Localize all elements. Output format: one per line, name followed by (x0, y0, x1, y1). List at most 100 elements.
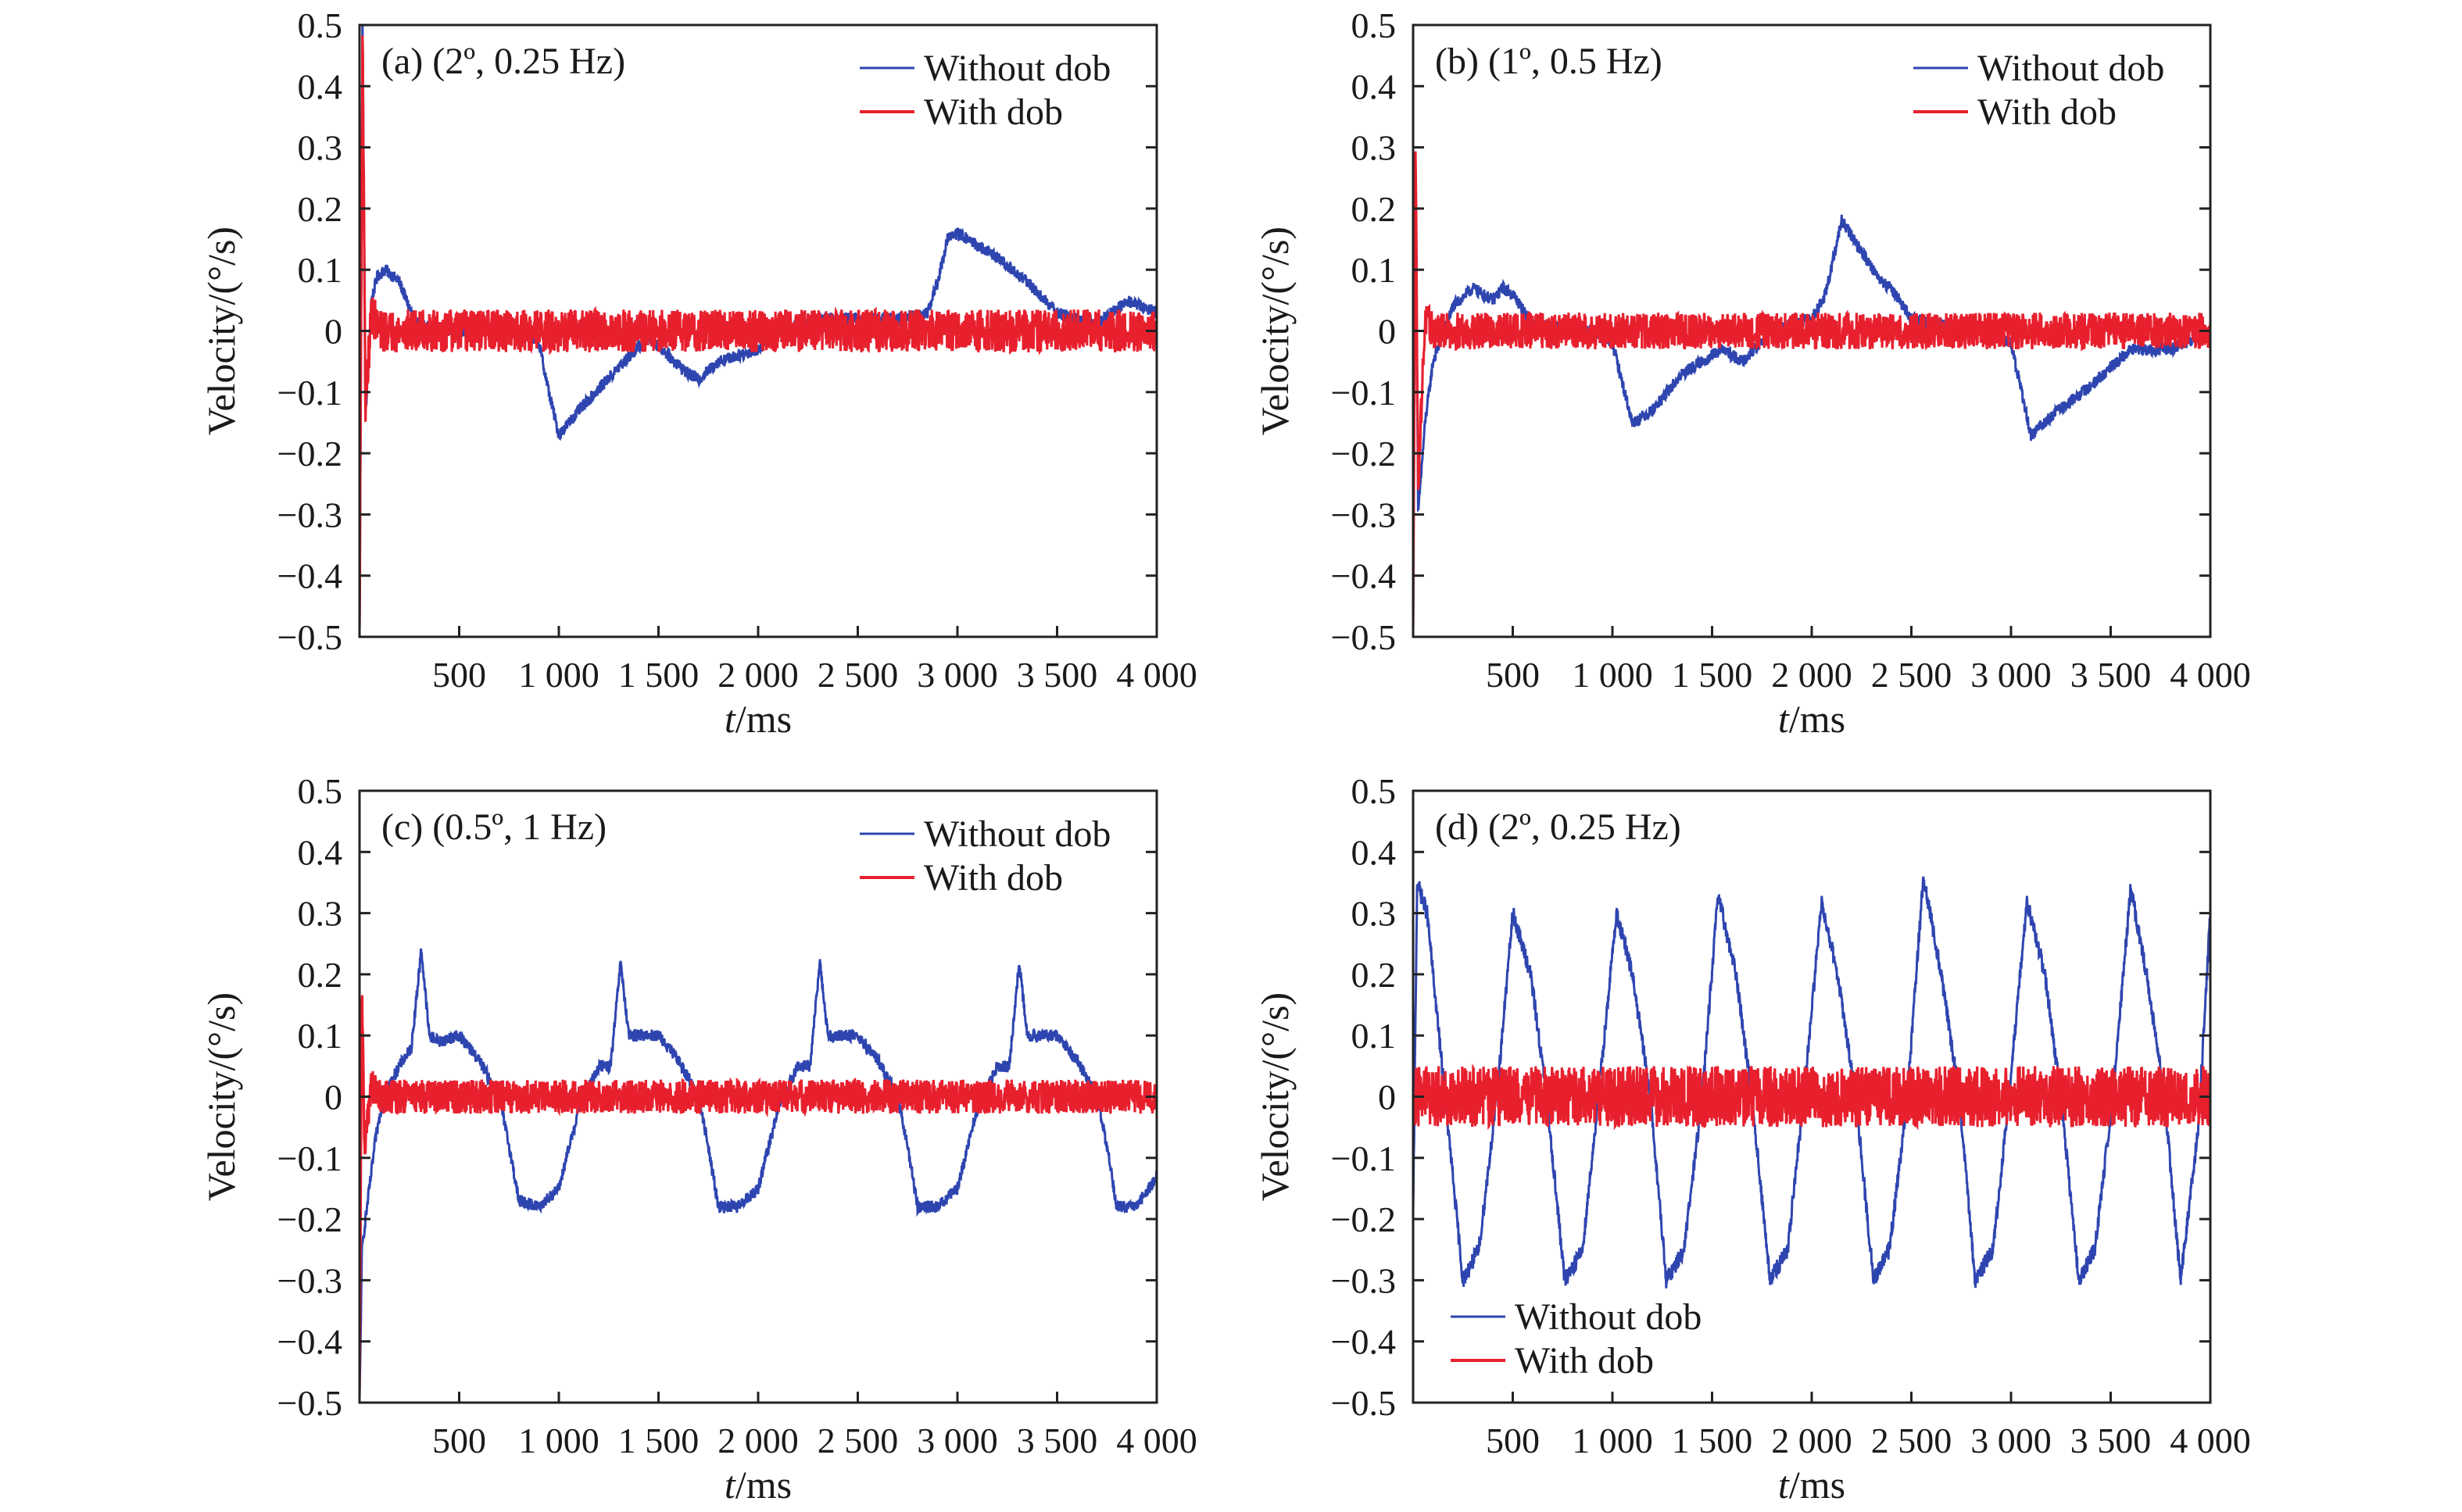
y-axis-title: Velocity/(°/s) (199, 227, 243, 435)
y-tick-label: −0.5 (1331, 1383, 1396, 1423)
y-tick-label: −0.2 (1331, 1199, 1396, 1239)
x-tick-label: 2 000 (1771, 655, 1852, 695)
y-tick-label: 0.1 (298, 250, 343, 290)
y-tick-label: −0.1 (1331, 373, 1396, 413)
y-tick-label: 0 (324, 1078, 342, 1117)
legend-label: Without dob (1977, 48, 2164, 89)
y-tick-label: −0.3 (277, 495, 342, 534)
panel-c: 0.5 0.4 0.3 0.2 0.1 0 −0.1 −0.2 −0.3 −0.4 −0.5 500 1… (199, 771, 1197, 1507)
series-line-with-dob (1413, 1063, 2210, 1131)
x-tick-label: 4 000 (2170, 655, 2251, 695)
x-tick-label: 4 000 (2170, 1421, 2251, 1460)
panel-label: (b) (1º, 0.5 Hz) (1435, 41, 1662, 82)
x-tick-label: 3 000 (1970, 1421, 2052, 1460)
y-tick-label: 0.4 (298, 66, 343, 106)
x-tick-label: 3 500 (2070, 655, 2152, 695)
x-tick-label: 500 (432, 1421, 486, 1460)
x-axis-title: t/ms (1778, 697, 1845, 741)
x-tick-label: 2 500 (1871, 655, 1952, 695)
x-tick-label: 1 000 (1572, 655, 1653, 695)
x-tick-label: 3 500 (2070, 1421, 2152, 1460)
x-tick-label: 4 000 (1116, 1421, 1197, 1460)
y-axis-title: Velocity/(°/s) (1253, 992, 1297, 1201)
x-tick-label: 2 500 (1871, 1421, 1952, 1460)
x-tick-label: 2 000 (717, 1421, 799, 1460)
y-tick-label: −0.4 (277, 556, 342, 596)
y-tick-label: 0.3 (1351, 894, 1397, 934)
y-tick-label: −0.5 (1331, 617, 1396, 657)
y-tick-label: −0.1 (277, 373, 342, 413)
y-tick-label: −0.4 (277, 1322, 342, 1362)
series-line-with-dob (1413, 151, 2210, 627)
y-axis-title: Velocity/(°/s) (1253, 227, 1297, 435)
y-tick-label: 0.1 (298, 1016, 343, 1056)
x-tick-label: 1 000 (518, 655, 599, 695)
x-tick-label: 500 (1486, 655, 1540, 695)
y-tick-label: −0.5 (277, 617, 342, 657)
y-tick-label: 0.4 (298, 832, 343, 872)
x-tick-label: 1 000 (1572, 1421, 1653, 1460)
y-tick-label: −0.5 (277, 1383, 342, 1423)
y-tick-label: 0.5 (1351, 771, 1397, 811)
panel-label: (d) (2º, 0.25 Hz) (1435, 806, 1681, 848)
series-line-with-dob (360, 35, 1157, 627)
y-tick-label: −0.3 (1331, 1260, 1396, 1300)
x-tick-label: 1 500 (1672, 1421, 1753, 1460)
y-tick-label: −0.4 (1331, 556, 1396, 596)
y-tick-label: 0 (1378, 312, 1396, 352)
legend-label: With dob (924, 91, 1063, 133)
y-tick-label: 0.4 (1351, 832, 1397, 872)
y-tick-label: −0.2 (277, 434, 342, 474)
y-tick-label: 0.3 (1351, 128, 1397, 168)
x-axis-title: t/ms (725, 697, 792, 741)
y-tick-label: 0 (324, 312, 342, 352)
y-tick-label: 0.1 (1351, 250, 1397, 290)
y-tick-label: −0.4 (1331, 1322, 1396, 1362)
legend-label: With dob (924, 857, 1063, 899)
x-tick-label: 500 (1486, 1421, 1540, 1460)
series-line-without-dob (1413, 166, 2210, 634)
y-tick-label: 0.5 (298, 5, 343, 45)
y-tick-label: −0.2 (277, 1199, 342, 1239)
y-tick-label: 0.2 (1351, 955, 1397, 995)
y-tick-label: −0.2 (1331, 434, 1396, 474)
panel-b: 0.5 0.4 0.3 0.2 0.1 0 −0.1 −0.2 −0.3 −0.4 −0.5 500 1… (1253, 5, 2251, 741)
series-line-with-dob (360, 995, 1157, 1392)
y-tick-label: 0.4 (1351, 66, 1397, 106)
y-tick-label: 0.2 (298, 955, 343, 995)
x-tick-label: 3 500 (1017, 655, 1098, 695)
y-tick-label: 0.2 (298, 189, 343, 229)
x-tick-label: 2 000 (717, 655, 799, 695)
x-tick-label: 2 000 (1771, 1421, 1852, 1460)
x-tick-label: 3 000 (1970, 655, 2052, 695)
legend-label: Without dob (924, 813, 1111, 855)
x-axis-title: t/ms (1778, 1463, 1845, 1507)
y-tick-label: 0 (1378, 1078, 1396, 1117)
legend-label: With dob (1515, 1340, 1654, 1382)
x-tick-label: 500 (432, 655, 486, 695)
x-tick-label: 3 500 (1017, 1421, 1098, 1460)
x-tick-label: 3 000 (917, 1421, 998, 1460)
x-tick-label: 2 500 (818, 1421, 899, 1460)
x-tick-label: 2 500 (818, 655, 899, 695)
x-tick-label: 1 000 (518, 1421, 599, 1460)
y-tick-label: 0.3 (298, 894, 343, 934)
x-axis-title: t/ms (725, 1463, 792, 1507)
y-tick-label: 0.5 (1351, 5, 1397, 45)
y-tick-label: −0.1 (1331, 1138, 1396, 1178)
series-line-without-dob (360, 948, 1157, 1399)
y-tick-label: −0.1 (277, 1138, 342, 1178)
panel-a: 0.5 0.4 0.3 0.2 0.1 0 −0.1 −0.2 −0.3 −0.4 −0.5 500 1… (199, 5, 1197, 741)
y-tick-label: −0.3 (1331, 495, 1396, 534)
legend-label: Without dob (1515, 1296, 1702, 1338)
x-tick-label: 3 000 (917, 655, 998, 695)
panel-label: (a) (2º, 0.25 Hz) (381, 41, 625, 82)
legend-label: With dob (1977, 91, 2117, 133)
panel-d: 0.5 0.4 0.3 0.2 0.1 0 −0.1 −0.2 −0.3 −0.4 −0.5 500 1… (1253, 771, 2251, 1507)
x-tick-label: 4 000 (1116, 655, 1197, 695)
x-tick-label: 1 500 (618, 1421, 700, 1460)
y-tick-label: 0.1 (1351, 1016, 1397, 1056)
y-tick-label: 0.5 (298, 771, 343, 811)
y-tick-label: 0.3 (298, 128, 343, 168)
